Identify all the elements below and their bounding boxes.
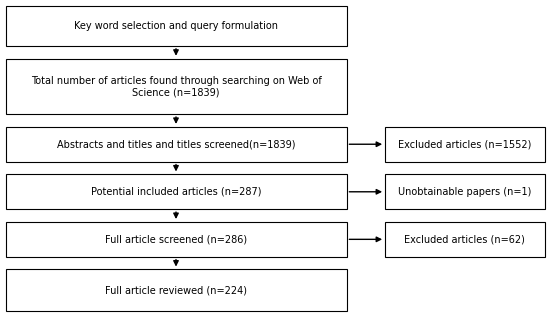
FancyBboxPatch shape: [385, 127, 544, 162]
FancyBboxPatch shape: [6, 269, 346, 311]
Text: Total number of articles found through searching on Web of
Science (n=1839): Total number of articles found through s…: [31, 75, 321, 97]
FancyBboxPatch shape: [6, 59, 346, 114]
Text: Full article reviewed (n=224): Full article reviewed (n=224): [105, 285, 247, 295]
Text: Excluded articles (n=1552): Excluded articles (n=1552): [398, 139, 531, 149]
FancyBboxPatch shape: [6, 127, 346, 162]
Text: Key word selection and query formulation: Key word selection and query formulation: [74, 21, 278, 31]
Text: Excluded articles (n=62): Excluded articles (n=62): [404, 234, 525, 244]
Text: Full article screened (n=286): Full article screened (n=286): [105, 234, 247, 244]
FancyBboxPatch shape: [385, 222, 544, 257]
FancyBboxPatch shape: [385, 174, 544, 209]
Text: Potential included articles (n=287): Potential included articles (n=287): [91, 187, 261, 197]
FancyBboxPatch shape: [6, 6, 346, 46]
Text: Abstracts and titles and titles screened(n=1839): Abstracts and titles and titles screened…: [57, 139, 295, 149]
Text: Unobtainable papers (n=1): Unobtainable papers (n=1): [398, 187, 531, 197]
FancyBboxPatch shape: [6, 222, 346, 257]
FancyBboxPatch shape: [6, 174, 346, 209]
